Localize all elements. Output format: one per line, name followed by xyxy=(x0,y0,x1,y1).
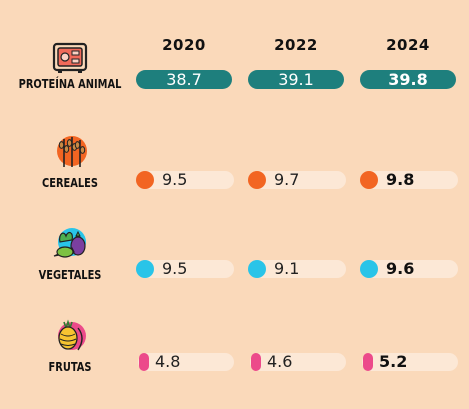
track-cereales-2022 xyxy=(250,171,346,189)
track-frutas-2020 xyxy=(138,353,234,371)
value-cereales-2020: 9.5 xyxy=(162,170,188,189)
capsule-frutas-2024 xyxy=(363,353,373,371)
value-frutas-2020: 4.8 xyxy=(155,352,181,371)
dot-cereales-2022 xyxy=(248,171,266,189)
dot-vegetales-2024 xyxy=(360,260,378,278)
fruits-icon xyxy=(58,319,86,351)
track-frutas-2022 xyxy=(250,353,346,371)
category-label-frutas: FRUTAS xyxy=(48,360,92,374)
dot-vegetales-2020 xyxy=(136,260,154,278)
year-header-2020: 2020 xyxy=(162,36,206,54)
category-label-vegetales: VEGETALES xyxy=(38,268,102,282)
value-vegetales-2024: 9.6 xyxy=(386,259,415,278)
capsule-frutas-2020 xyxy=(139,353,149,371)
category-label-proteina-animal: PROTEÍNA ANIMAL xyxy=(18,77,122,91)
value-proteina-2020: 38.7 xyxy=(136,70,232,89)
value-cereales-2022: 9.7 xyxy=(274,170,300,189)
value-vegetales-2020: 9.5 xyxy=(162,259,188,278)
track-cereales-2024 xyxy=(362,171,458,189)
value-proteina-2022: 39.1 xyxy=(248,70,344,89)
dot-vegetales-2022 xyxy=(248,260,266,278)
dot-cereales-2024 xyxy=(360,171,378,189)
track-vegetales-2020 xyxy=(138,260,234,278)
track-vegetales-2024 xyxy=(362,260,458,278)
value-cereales-2024: 9.8 xyxy=(386,170,415,189)
track-vegetales-2022 xyxy=(250,260,346,278)
meat-icon xyxy=(52,42,88,73)
vegetables-icon xyxy=(53,228,86,258)
track-cereales-2020 xyxy=(138,171,234,189)
year-header-2022: 2022 xyxy=(274,36,318,54)
track-frutas-2024 xyxy=(362,353,458,371)
category-label-cereales: CEREALES xyxy=(42,176,98,190)
value-vegetales-2022: 9.1 xyxy=(274,259,300,278)
value-frutas-2022: 4.6 xyxy=(267,352,293,371)
wheat-icon xyxy=(57,136,87,167)
value-proteina-2024: 39.8 xyxy=(360,70,456,89)
dot-cereales-2020 xyxy=(136,171,154,189)
year-header-2024: 2024 xyxy=(386,36,430,54)
capsule-frutas-2022 xyxy=(251,353,261,371)
value-frutas-2024: 5.2 xyxy=(379,352,408,371)
